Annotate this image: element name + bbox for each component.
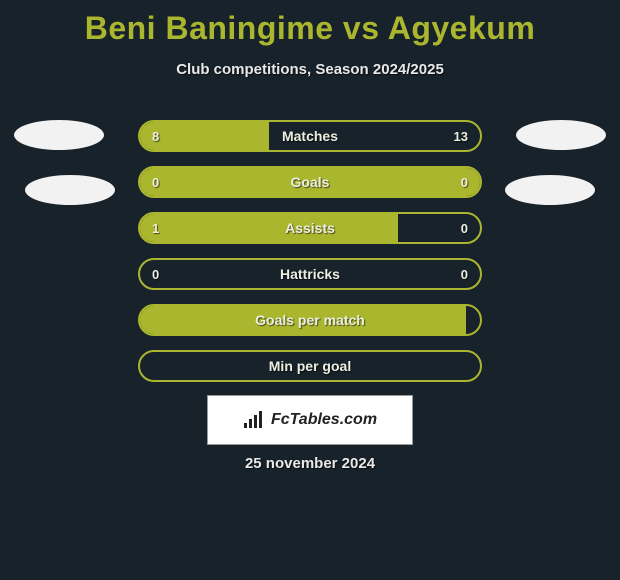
stat-row: Min per goal xyxy=(138,350,482,382)
stat-row: Assists1 0 xyxy=(138,212,482,244)
stat-label: Min per goal xyxy=(140,352,480,380)
stat-value-left: 0 xyxy=(152,260,159,288)
logo-text: FcTables.com xyxy=(271,411,377,429)
stat-label: Hattricks xyxy=(140,260,480,288)
stat-label: Assists xyxy=(140,214,480,242)
subtitle: Club competitions, Season 2024/2025 xyxy=(0,61,620,78)
stat-value-right: 0 xyxy=(461,214,468,242)
stat-row: Hattricks0 0 xyxy=(138,258,482,290)
stat-label: Goals per match xyxy=(140,306,480,334)
fctables-logo: FcTables.com xyxy=(207,395,413,445)
stat-label: Matches xyxy=(140,122,480,150)
page-title: Beni Baningime vs Agyekum xyxy=(0,0,620,47)
player-right-portrait-1 xyxy=(516,120,606,150)
stat-value-left: 8 xyxy=(152,122,159,150)
player-left-portrait-1 xyxy=(14,120,104,150)
stat-row: Goals0 0 xyxy=(138,166,482,198)
stat-value-right: 0 xyxy=(461,168,468,196)
date: 25 november 2024 xyxy=(0,455,620,472)
stat-row: Goals per match xyxy=(138,304,482,336)
stat-value-left: 1 xyxy=(152,214,159,242)
stat-row: Matches8 13 xyxy=(138,120,482,152)
stat-value-right: 0 xyxy=(461,260,468,288)
player-left-portrait-2 xyxy=(25,175,115,205)
stats-bars: Matches813Goals00Assists10Hattricks00Goa… xyxy=(138,120,482,396)
player-right-portrait-2 xyxy=(505,175,595,205)
stat-value-right: 13 xyxy=(454,122,468,150)
bars-icon xyxy=(243,411,265,429)
stat-label: Goals xyxy=(140,168,480,196)
stat-value-left: 0 xyxy=(152,168,159,196)
